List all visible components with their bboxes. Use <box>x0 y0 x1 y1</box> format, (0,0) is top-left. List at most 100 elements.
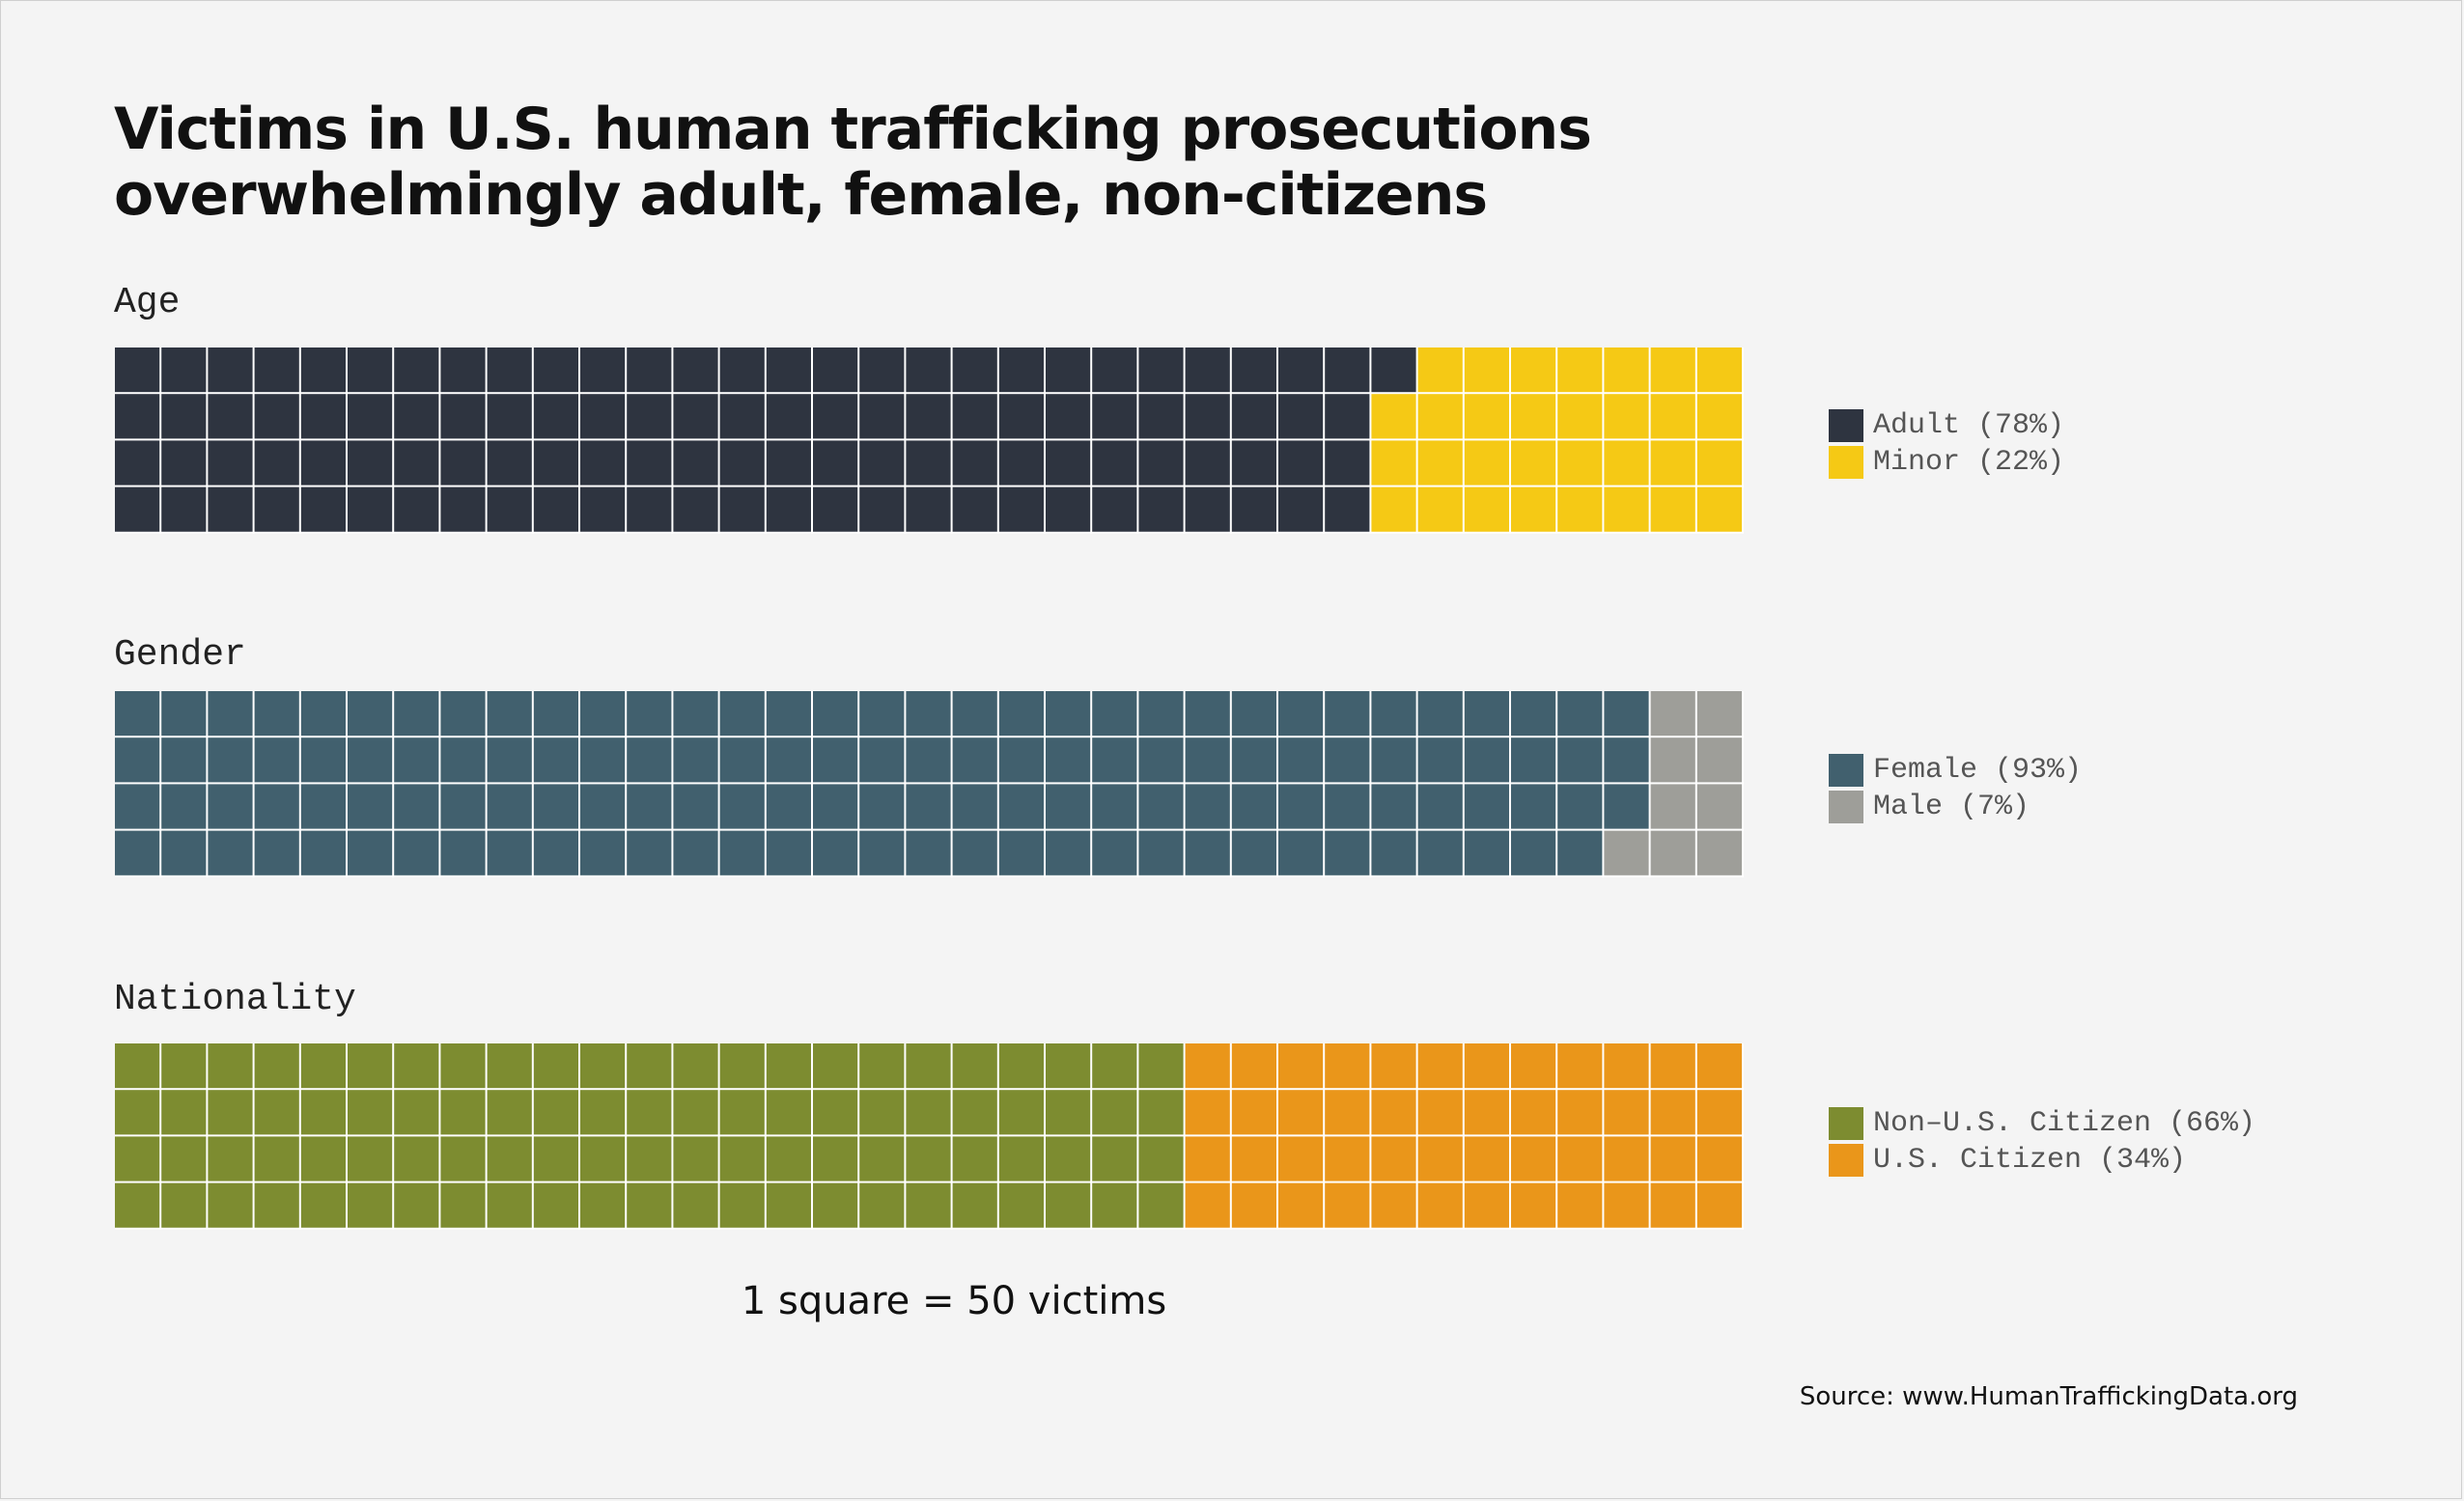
waffle-square-adult <box>1278 486 1324 532</box>
waffle-square-non-u-s-citizen <box>487 1090 532 1135</box>
waffle-square-female <box>440 784 486 829</box>
waffle-square-adult <box>998 394 1044 439</box>
waffle-square-adult <box>1046 394 1091 439</box>
waffle-square-adult <box>440 347 486 393</box>
waffle-square-u-s-citizen <box>1696 1090 1742 1135</box>
waffle-square-male <box>1696 691 1742 737</box>
waffle-square-female <box>1371 691 1416 737</box>
waffle-square-adult <box>580 394 626 439</box>
legend-label-us-citizen: U.S. Citizen (34%) <box>1873 1144 2187 1177</box>
waffle-square-female <box>580 691 626 737</box>
waffle-square-female <box>998 830 1044 876</box>
waffle-square-u-s-citizen <box>1557 1043 1603 1089</box>
waffle-square-non-u-s-citizen <box>859 1182 905 1228</box>
waffle-square-u-s-citizen <box>1371 1090 1416 1135</box>
legend-item-minor: Minor (22%) <box>1829 444 2064 481</box>
source-note: Source: www.HumanTraffickingData.org <box>1799 1382 2298 1411</box>
waffle-square-non-u-s-citizen <box>161 1182 207 1228</box>
waffle-square-female <box>998 691 1044 737</box>
waffle-square-adult <box>719 440 765 486</box>
waffle-square-minor <box>1604 486 1649 532</box>
waffle-square-adult <box>1185 347 1230 393</box>
waffle-square-non-u-s-citizen <box>627 1090 672 1135</box>
waffle-square-non-u-s-citizen <box>254 1090 299 1135</box>
waffle-square-non-u-s-citizen <box>859 1136 905 1181</box>
waffle-square-female <box>859 737 905 783</box>
waffle-square-non-u-s-citizen <box>300 1043 346 1089</box>
waffle-square-female <box>487 691 532 737</box>
waffle-square-female <box>1325 784 1370 829</box>
waffle-square-u-s-citizen <box>1325 1182 1370 1228</box>
waffle-square-adult <box>813 394 858 439</box>
waffle-square-non-u-s-citizen <box>580 1090 626 1135</box>
waffle-square-minor <box>1604 394 1649 439</box>
waffle-square-u-s-citizen <box>1696 1043 1742 1089</box>
waffle-square-adult <box>1325 440 1370 486</box>
waffle-square-non-u-s-citizen <box>1092 1090 1137 1135</box>
waffle-square-female <box>348 737 393 783</box>
waffle-square-male <box>1696 784 1742 829</box>
waffle-square-u-s-citizen <box>1231 1136 1276 1181</box>
waffle-square-non-u-s-citizen <box>394 1043 439 1089</box>
waffle-square-adult <box>487 394 532 439</box>
waffle-square-non-u-s-citizen <box>161 1136 207 1181</box>
waffle-square-female <box>1464 784 1509 829</box>
waffle-square-non-u-s-citizen <box>719 1090 765 1135</box>
waffle-square-adult <box>719 394 765 439</box>
waffle-square-female <box>766 830 811 876</box>
waffle-square-female <box>487 784 532 829</box>
waffle-square-non-u-s-citizen <box>1138 1090 1184 1135</box>
waffle-square-female <box>1511 784 1556 829</box>
waffle-square-non-u-s-citizen <box>766 1090 811 1135</box>
waffle-square-u-s-citizen <box>1464 1043 1509 1089</box>
waffle-square-minor <box>1604 440 1649 486</box>
adult-swatch <box>1829 409 1863 442</box>
waffle-square-female <box>1185 737 1230 783</box>
waffle-square-non-u-s-citizen <box>859 1090 905 1135</box>
waffle-square-female <box>719 784 765 829</box>
waffle-square-non-u-s-citizen <box>348 1043 393 1089</box>
waffle-square-adult <box>533 486 578 532</box>
waffle-square-adult <box>394 347 439 393</box>
waffle-square-non-u-s-citizen <box>115 1090 160 1135</box>
waffle-square-female <box>161 784 207 829</box>
waffle-square-female <box>627 830 672 876</box>
waffle-square-female <box>487 830 532 876</box>
waffle-square-female <box>673 830 718 876</box>
waffle-square-non-u-s-citizen <box>394 1136 439 1181</box>
waffle-square-adult <box>1325 486 1370 532</box>
waffle-square-female <box>766 784 811 829</box>
waffle-square-male <box>1650 784 1695 829</box>
waffle-square-female <box>719 830 765 876</box>
waffle-square-u-s-citizen <box>1464 1182 1509 1228</box>
waffle-square-female <box>487 737 532 783</box>
waffle-square-adult <box>766 394 811 439</box>
waffle-square-adult <box>533 394 578 439</box>
waffle-square-female <box>673 691 718 737</box>
waffle-square-female <box>115 784 160 829</box>
waffle-square-non-u-s-citizen <box>115 1043 160 1089</box>
waffle-square-female <box>254 691 299 737</box>
waffle-square-non-u-s-citizen <box>208 1090 253 1135</box>
waffle-square-adult <box>1231 394 1276 439</box>
waffle-square-minor <box>1371 394 1416 439</box>
waffle-square-non-u-s-citizen <box>673 1136 718 1181</box>
waffle-square-minor <box>1417 394 1463 439</box>
waffle-square-adult <box>1185 440 1230 486</box>
gender-legend: Female (93%) Male (7%) <box>1829 752 2082 825</box>
waffle-square-adult <box>998 440 1044 486</box>
waffle-square-female <box>813 830 858 876</box>
waffle-square-adult <box>161 347 207 393</box>
waffle-square-adult <box>161 394 207 439</box>
waffle-square-female <box>1278 737 1324 783</box>
legend-label-minor: Minor (22%) <box>1873 446 2065 479</box>
waffle-square-non-u-s-citizen <box>1138 1182 1184 1228</box>
waffle-square-non-u-s-citizen <box>766 1182 811 1228</box>
waffle-square-adult <box>952 394 997 439</box>
waffle-square-non-u-s-citizen <box>440 1043 486 1089</box>
waffle-square-female <box>1138 784 1184 829</box>
waffle-square-female <box>1092 830 1137 876</box>
waffle-square-female <box>1185 691 1230 737</box>
waffle-square-non-u-s-citizen <box>440 1090 486 1135</box>
waffle-square-female <box>254 784 299 829</box>
